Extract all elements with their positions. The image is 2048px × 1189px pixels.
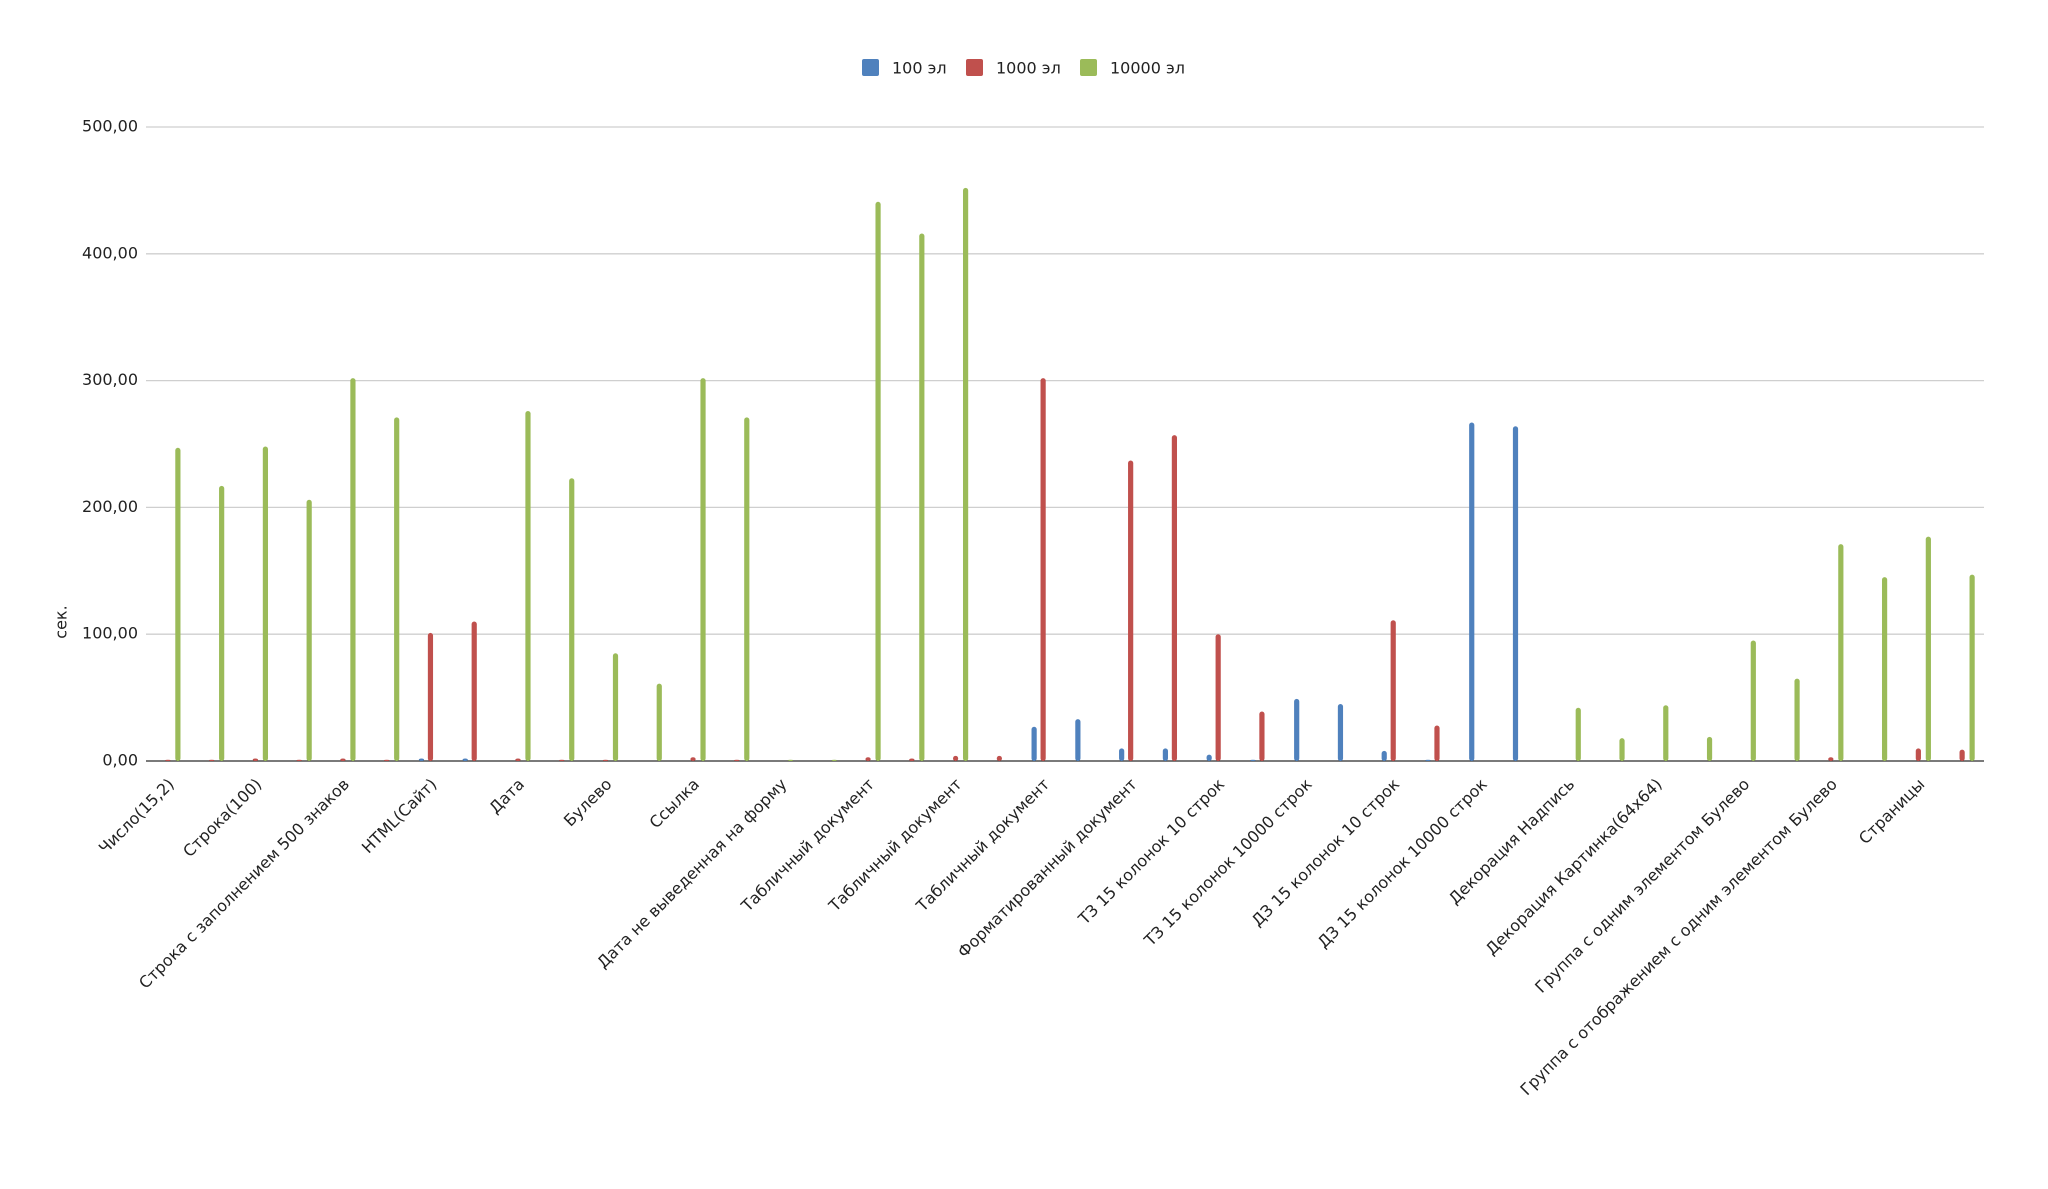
y-tick-label: 400,00 — [82, 243, 138, 262]
bar — [1128, 460, 1134, 761]
x-tick-label: Булево — [560, 775, 616, 831]
y-tick-label: 200,00 — [82, 497, 138, 516]
bar — [1969, 574, 1975, 761]
x-tick-label: ДЗ 15 колонок 10000 строк — [1314, 774, 1491, 951]
bar — [1925, 536, 1931, 761]
legend-label: 100 эл — [892, 59, 947, 78]
bar — [1469, 422, 1475, 761]
bar — [1915, 748, 1921, 761]
bar — [350, 378, 356, 761]
bar — [1294, 698, 1300, 761]
bar — [1250, 759, 1256, 761]
bar — [515, 758, 521, 761]
bar — [831, 759, 837, 761]
bar — [559, 759, 565, 761]
x-tick-label: Ссылка — [646, 775, 703, 832]
bar — [262, 446, 269, 761]
bar — [427, 632, 434, 761]
bar — [602, 759, 609, 761]
bar — [865, 757, 871, 761]
x-tick-label: Строка(100) — [179, 775, 265, 861]
bar — [1959, 749, 1965, 761]
x-tick-label: HTML(Сайт) — [358, 775, 441, 858]
legend-swatch — [862, 59, 879, 76]
x-tick-label: ТЗ 15 колонок 10 строк — [1074, 774, 1229, 929]
bar — [296, 759, 302, 761]
bar — [1075, 719, 1081, 761]
bar — [1828, 757, 1834, 761]
bar — [690, 757, 696, 761]
bar — [734, 759, 740, 761]
bar — [1619, 738, 1625, 761]
bar — [1215, 634, 1221, 761]
y-tick-label: 100,00 — [82, 624, 138, 643]
bar — [909, 758, 915, 761]
x-tick-label: ТЗ 15 колонок 10000 строк — [1140, 774, 1316, 950]
bar — [1434, 725, 1440, 761]
bar — [418, 758, 425, 761]
bar — [1838, 544, 1844, 761]
bar — [656, 683, 662, 761]
bar — [1706, 736, 1713, 761]
bar — [525, 411, 531, 761]
legend-label: 1000 эл — [996, 59, 1061, 78]
x-tick-label: Форматированный документ — [954, 775, 1141, 962]
bar — [394, 417, 400, 761]
bar — [962, 187, 969, 761]
bar — [165, 759, 171, 761]
x-tick-label: Дата не выведенная на форму — [593, 775, 790, 972]
bar — [1119, 748, 1125, 761]
bar — [1663, 705, 1669, 761]
bar — [340, 758, 346, 761]
bar — [462, 758, 468, 761]
x-tick-label: Страницы — [1855, 775, 1928, 848]
bar — [471, 621, 477, 761]
bar — [787, 759, 794, 761]
bar — [1750, 640, 1756, 761]
y-axis-label: сек. — [52, 605, 71, 638]
bar — [1259, 711, 1265, 761]
bar — [1031, 726, 1037, 761]
bar — [306, 499, 312, 761]
x-tick-label: Число(15,2) — [95, 775, 178, 858]
y-tick-label: 500,00 — [82, 117, 138, 136]
bar — [1425, 759, 1431, 761]
bar — [875, 201, 881, 761]
bar — [1381, 750, 1387, 761]
bar — [1512, 426, 1519, 761]
bar — [996, 755, 1002, 761]
bar — [700, 378, 706, 761]
x-tick-label: ДЗ 15 колонок 10 строк — [1248, 774, 1404, 930]
bar — [744, 417, 750, 761]
bar — [252, 758, 259, 761]
x-tick-label: Группа с отображением с одним элементом … — [1516, 775, 1840, 1099]
legend-swatch — [966, 59, 983, 76]
legend-label: 10000 эл — [1110, 59, 1185, 78]
bar — [1162, 748, 1169, 761]
bar — [219, 485, 225, 761]
bar — [1794, 678, 1800, 761]
bar — [1337, 703, 1344, 761]
y-tick-label: 300,00 — [82, 370, 138, 389]
bar — [1390, 620, 1396, 761]
y-tick-label: 0,00 — [102, 751, 138, 770]
bar — [919, 233, 925, 762]
bar — [612, 653, 619, 761]
bar — [209, 759, 215, 761]
bar — [1206, 754, 1212, 761]
bar — [1171, 435, 1178, 761]
bar — [569, 478, 575, 761]
bar — [1040, 378, 1046, 761]
x-tick-label: Декорация Картинка(64x64) — [1482, 775, 1666, 959]
bar — [175, 447, 181, 761]
x-tick-label: Дата — [485, 775, 528, 818]
legend-swatch — [1080, 59, 1097, 76]
bar — [952, 755, 959, 761]
bar — [384, 759, 390, 761]
bar — [1575, 707, 1581, 761]
bar — [1881, 577, 1888, 761]
